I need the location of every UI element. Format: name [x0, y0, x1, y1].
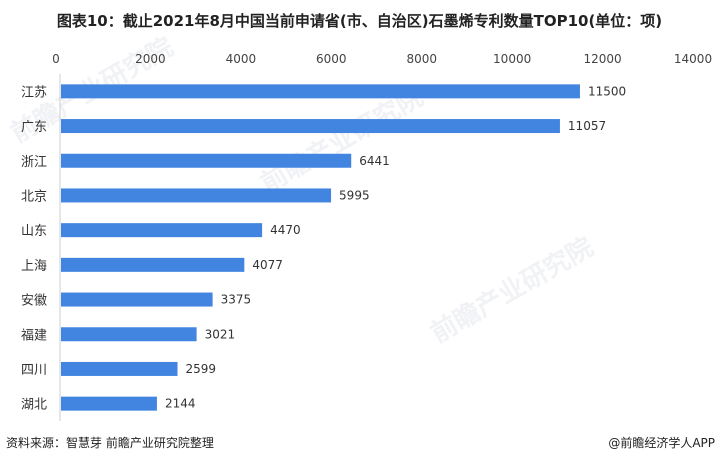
- category-label: 北京: [21, 189, 47, 204]
- credit-note: @前瞻经济学人APP: [608, 436, 715, 450]
- category-label: 山东: [21, 224, 47, 239]
- x-tick-label: 10000: [493, 52, 531, 66]
- category-label: 上海: [21, 259, 47, 274]
- chart-title: 图表10：截止2021年8月中国当前申请省(市、自治区)石墨烯专利数量TOP10…: [56, 12, 663, 30]
- x-tick-label: 4000: [226, 52, 257, 66]
- bar: [61, 327, 197, 342]
- bar: [61, 84, 580, 99]
- x-tick-label: 14000: [674, 52, 712, 66]
- data-label: 3375: [221, 293, 252, 307]
- data-label: 11500: [588, 84, 626, 98]
- bar: [61, 188, 332, 203]
- bar-chart: 0 2000 4000 6000 8000 10000 12000 14000 江苏 11500 广…: [21, 52, 712, 421]
- data-label: 2144: [165, 397, 196, 411]
- category-label: 江苏: [21, 84, 47, 100]
- category-label: 湖北: [21, 398, 47, 413]
- category-label: 福建: [21, 328, 47, 343]
- bar: [61, 257, 245, 272]
- data-label: 11057: [568, 119, 606, 133]
- bar: [61, 292, 213, 307]
- bar: [61, 223, 263, 238]
- data-label: 5995: [339, 188, 370, 202]
- x-tick-label: 6000: [316, 52, 347, 66]
- bar: [61, 153, 352, 168]
- x-tick-label: 2000: [135, 52, 166, 66]
- category-label: 安徽: [21, 294, 47, 309]
- data-label: 4470: [270, 223, 301, 237]
- category-label: 四川: [21, 363, 47, 378]
- bar: [61, 119, 560, 134]
- bar: [61, 396, 157, 411]
- source-note: 资料来源：智慧芽 前瞻产业研究院整理: [6, 436, 214, 450]
- x-tick-label: 12000: [583, 52, 621, 66]
- data-label: 6441: [359, 154, 390, 168]
- data-label: 4077: [252, 258, 283, 272]
- category-label: 浙江: [21, 155, 47, 170]
- x-tick-label: 8000: [406, 52, 437, 66]
- data-label: 3021: [205, 327, 236, 341]
- category-label: 广东: [21, 120, 47, 135]
- bar: [61, 361, 178, 376]
- data-label: 2599: [186, 362, 217, 376]
- x-tick-label: 0: [52, 52, 60, 66]
